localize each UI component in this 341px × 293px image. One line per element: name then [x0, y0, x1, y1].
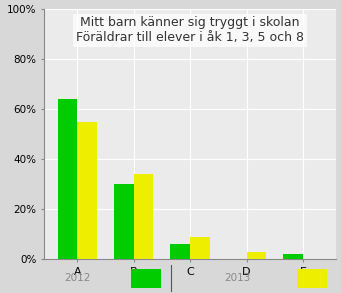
Bar [283, 254, 303, 259]
Text: 2013: 2013 [224, 273, 250, 283]
Bar [247, 252, 266, 259]
Bar [131, 269, 161, 288]
Bar [190, 237, 210, 259]
Bar [58, 99, 77, 259]
Bar [297, 269, 327, 288]
Bar [114, 184, 134, 259]
Bar [134, 174, 153, 259]
Text: Mitt barn känner sig tryggt i skolan
Föräldrar till elever i åk 1, 3, 5 och 8: Mitt barn känner sig tryggt i skolan För… [76, 16, 304, 44]
Text: 2012: 2012 [64, 273, 91, 283]
Bar [77, 122, 97, 259]
Bar [170, 244, 190, 259]
